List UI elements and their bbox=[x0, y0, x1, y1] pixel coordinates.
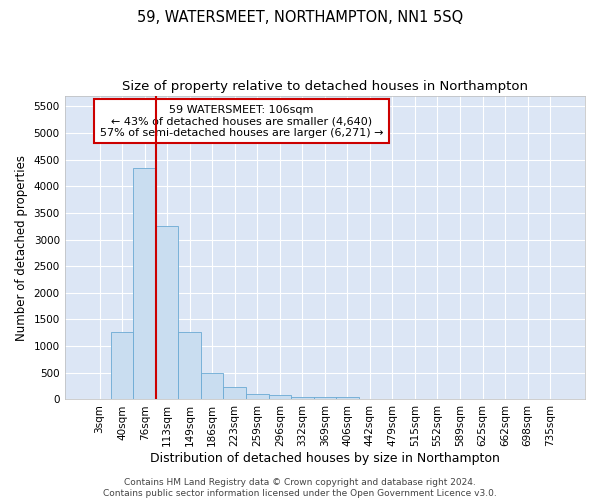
Bar bbox=[314, 397, 336, 400]
Title: Size of property relative to detached houses in Northampton: Size of property relative to detached ho… bbox=[122, 80, 528, 93]
Bar bbox=[201, 374, 223, 400]
Bar bbox=[336, 397, 359, 400]
Text: Contains HM Land Registry data © Crown copyright and database right 2024.
Contai: Contains HM Land Registry data © Crown c… bbox=[103, 478, 497, 498]
Bar bbox=[291, 397, 314, 400]
Bar bbox=[111, 332, 133, 400]
Bar bbox=[223, 388, 246, 400]
Bar bbox=[133, 168, 156, 400]
X-axis label: Distribution of detached houses by size in Northampton: Distribution of detached houses by size … bbox=[150, 452, 500, 465]
Bar bbox=[156, 226, 178, 400]
Bar bbox=[178, 332, 201, 400]
Text: 59 WATERSMEET: 106sqm
← 43% of detached houses are smaller (4,640)
57% of semi-d: 59 WATERSMEET: 106sqm ← 43% of detached … bbox=[100, 104, 383, 138]
Text: 59, WATERSMEET, NORTHAMPTON, NN1 5SQ: 59, WATERSMEET, NORTHAMPTON, NN1 5SQ bbox=[137, 10, 463, 25]
Bar bbox=[246, 394, 269, 400]
Bar bbox=[269, 396, 291, 400]
Y-axis label: Number of detached properties: Number of detached properties bbox=[15, 154, 28, 340]
